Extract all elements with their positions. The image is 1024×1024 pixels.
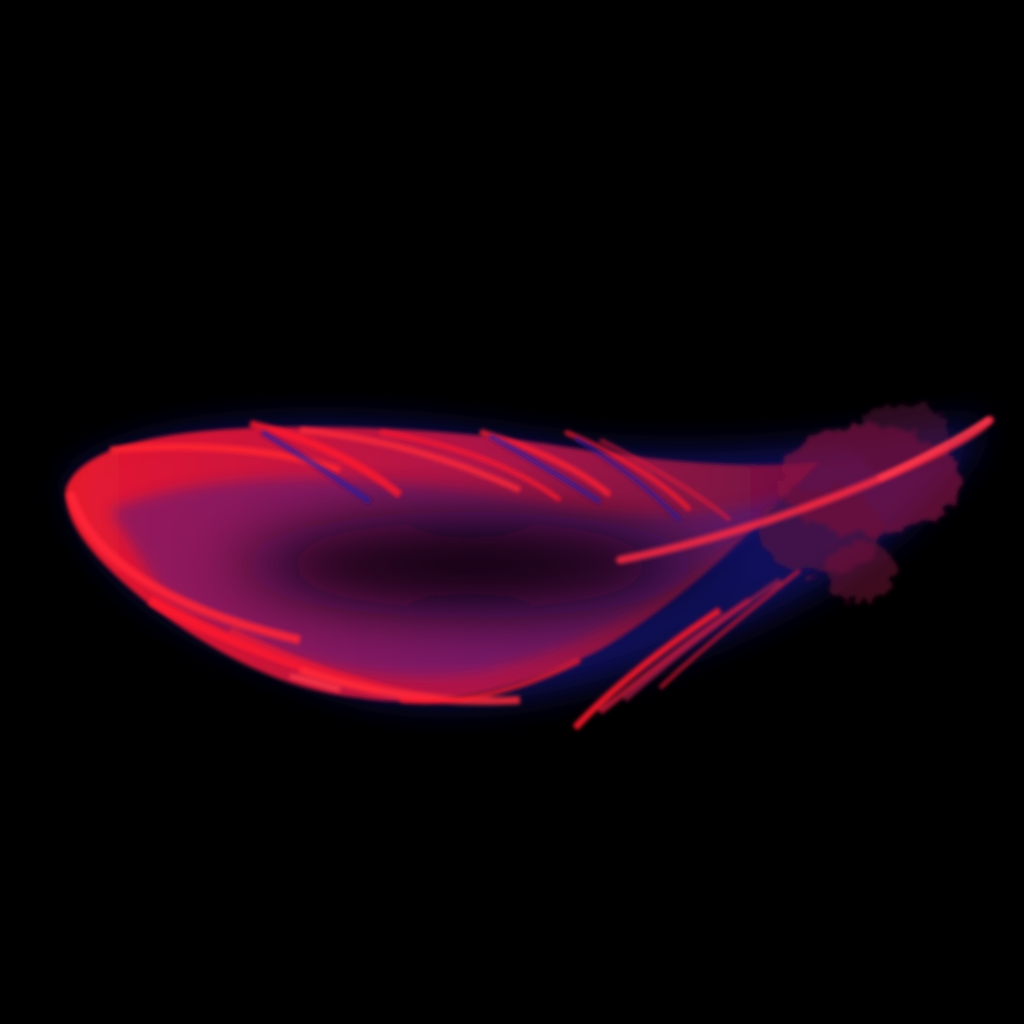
feather-core-shadow — [200, 503, 740, 627]
lower-split-barbs — [572, 568, 802, 731]
feather-rachis — [616, 416, 994, 564]
lower-barbs — [65, 490, 582, 705]
feather-quill-tip — [877, 417, 991, 481]
barb-gaps — [260, 429, 682, 522]
